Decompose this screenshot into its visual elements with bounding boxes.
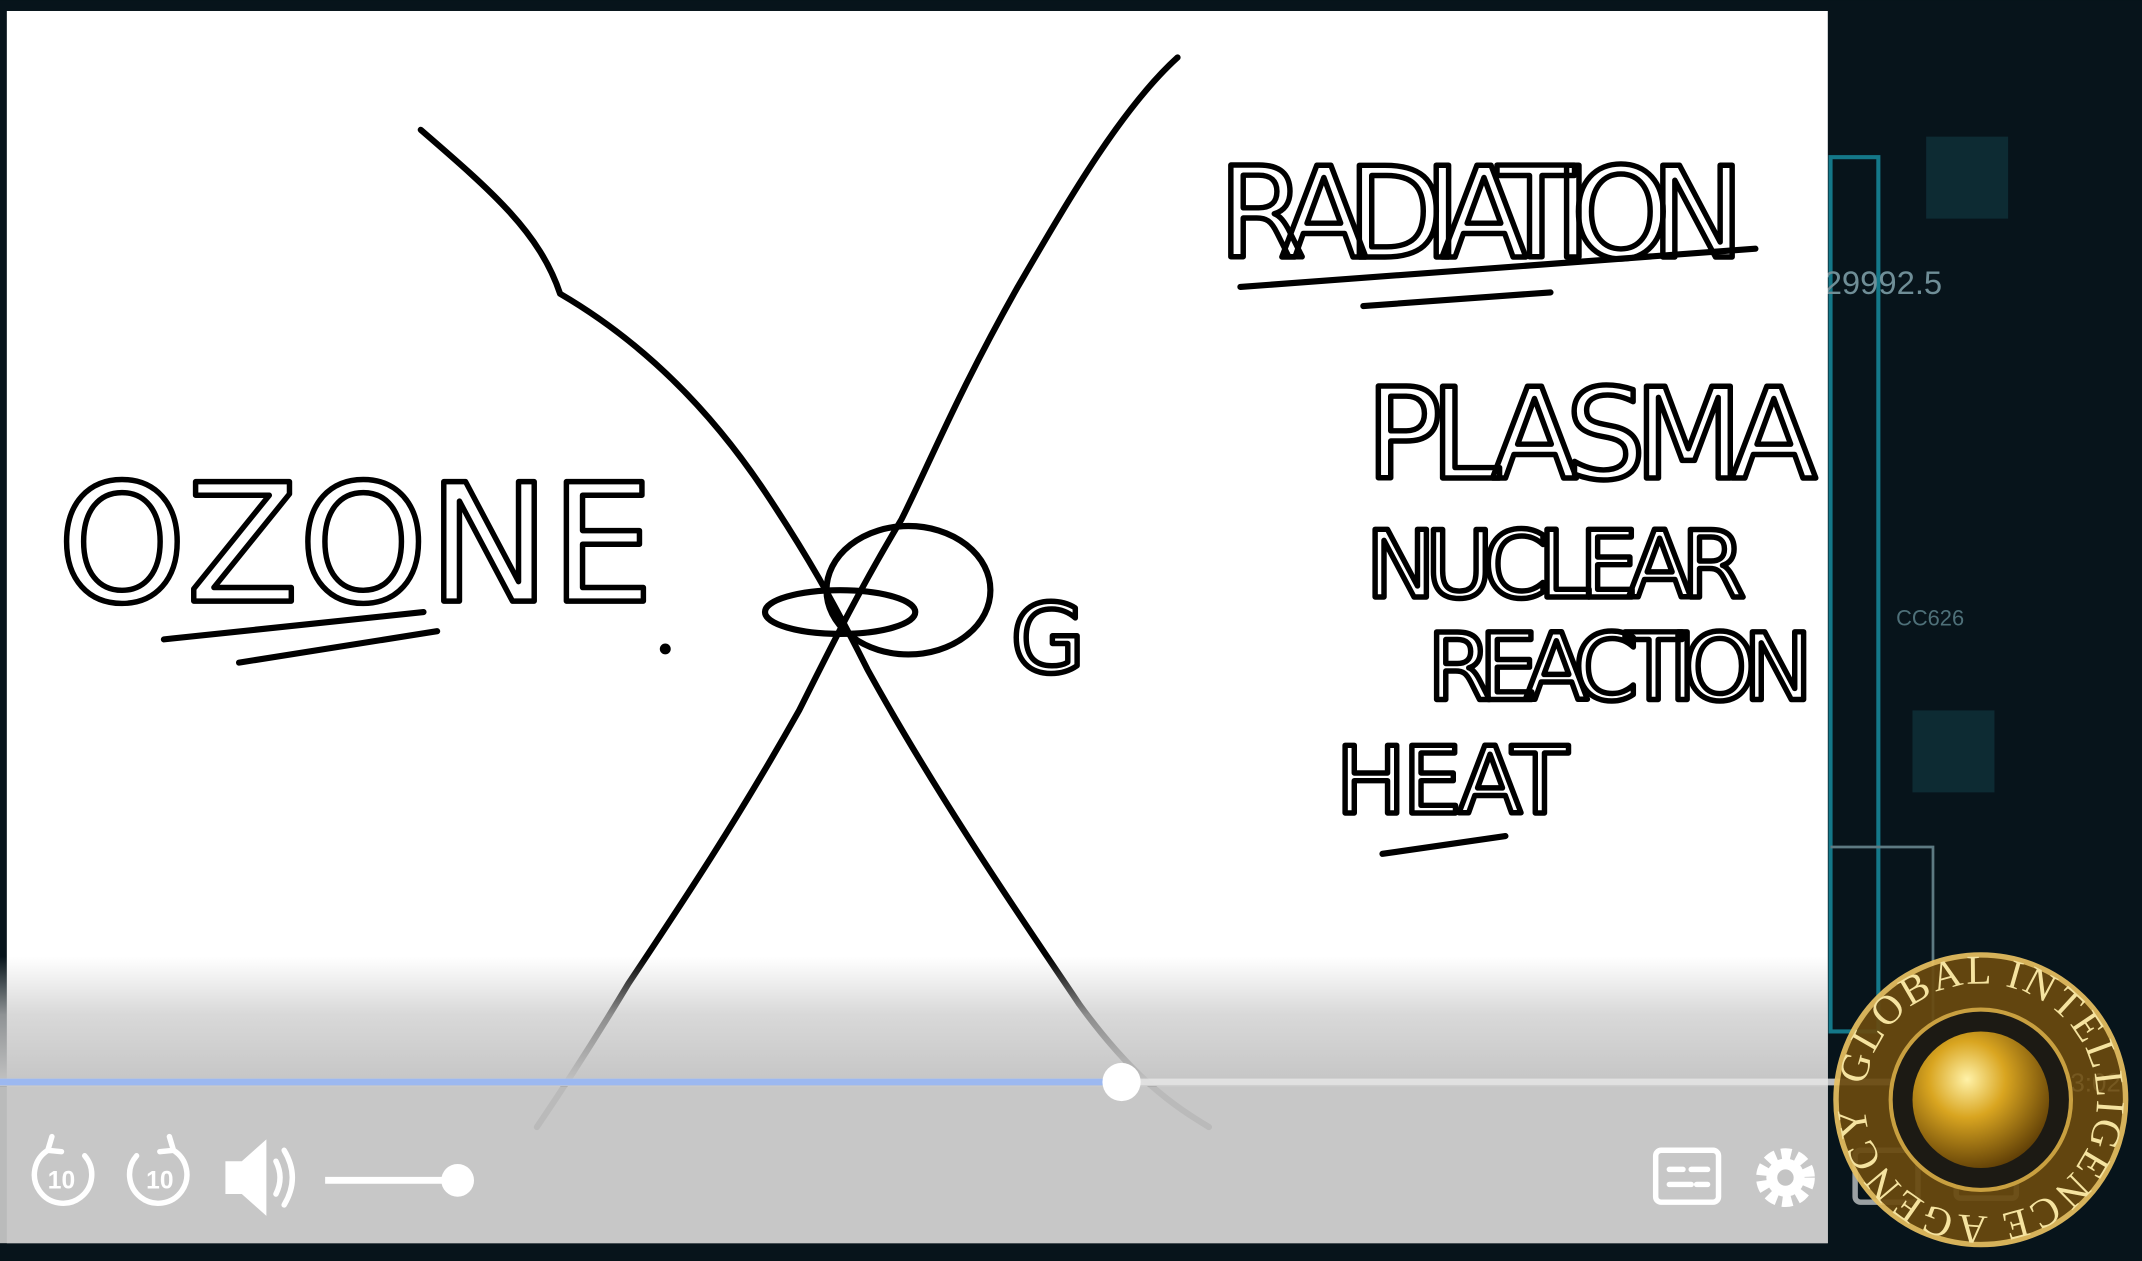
captions-icon (1652, 1147, 1722, 1205)
rewind-icon (31, 1133, 95, 1207)
speaker-icon (225, 1139, 267, 1216)
underline (1237, 245, 1759, 310)
readout: CC626 (1896, 606, 1964, 631)
dot (659, 643, 671, 655)
stroke (761, 587, 919, 637)
volume-button[interactable] (225, 1139, 296, 1216)
forward-label: 10 (146, 1168, 173, 1195)
control-bar (0, 1086, 1828, 1244)
forward-button[interactable]: 10 (126, 1133, 190, 1207)
handwriting: G (1011, 583, 1085, 695)
control-fade (0, 956, 1828, 1087)
forward-icon (126, 1133, 190, 1207)
gear-icon (1756, 1148, 1815, 1207)
handwriting: REACTION (1428, 613, 1813, 721)
handwriting: RADIATION (1219, 140, 1745, 287)
progress-knob[interactable] (1102, 1062, 1141, 1102)
handwriting: OZONE (57, 449, 653, 640)
rewind-label: 10 (48, 1168, 75, 1195)
logo-orb (1912, 1031, 2050, 1169)
hud-glow (1912, 710, 1995, 793)
handwriting: HEAT (1336, 727, 1568, 835)
underline (1379, 833, 1509, 857)
volume-knob[interactable] (441, 1163, 475, 1197)
handwriting: NUCLEAR (1366, 511, 1746, 619)
captions-lines (1666, 1166, 1711, 1188)
rewind-button[interactable]: 10 (31, 1133, 95, 1207)
sound-waves (273, 1147, 296, 1208)
gear-hole (1777, 1169, 1794, 1186)
settings-button[interactable] (1756, 1148, 1815, 1207)
underline (160, 608, 441, 666)
captions-button[interactable] (1652, 1147, 1722, 1205)
logo: GLOBAL INTELLIGENCE AGENCY (1827, 947, 2132, 1254)
readout: 29992.5 (1824, 264, 1942, 301)
hud-glow (1926, 136, 2009, 219)
handwriting: PLASMA (1366, 361, 1817, 508)
